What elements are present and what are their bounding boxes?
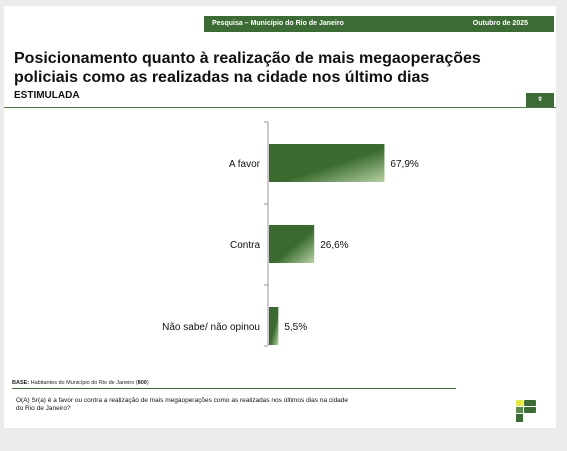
base-text: Habitantes do Município do Rio de Janeir… xyxy=(29,380,138,386)
survey-question: O(A) Sr(a) é a favor ou contra a realiza… xyxy=(16,397,349,412)
base-count: 800 xyxy=(137,380,147,386)
logo-block-mid xyxy=(516,407,523,413)
brand-logo-icon xyxy=(516,400,536,422)
bar xyxy=(269,144,385,182)
value-label: 67,9% xyxy=(390,159,418,170)
bar xyxy=(269,307,279,345)
logo-block-top xyxy=(516,400,523,406)
category-label: A favor xyxy=(229,159,261,170)
footer-divider xyxy=(12,388,456,389)
chart-title: Posicionamento quanto à realização de ma… xyxy=(14,50,481,86)
survey-label: Pesquisa – Município do Rio de Janeiro xyxy=(212,20,344,27)
category-label: Não sabe/ não opinou xyxy=(162,322,260,333)
base-suffix: ) xyxy=(146,380,149,386)
chart-subtitle: ESTIMULADA xyxy=(14,90,80,101)
survey-date: Outubro de 2025 xyxy=(472,20,528,27)
logo-block-top-right xyxy=(524,400,536,406)
header-bar: Pesquisa – Município do Rio de Janeiro O… xyxy=(204,16,554,32)
value-label: 5,5% xyxy=(284,322,307,333)
value-label: 26,6% xyxy=(320,240,348,251)
bar-chart: A favor 67,9% Contra 26,6% Não sabe/ não opi… xyxy=(162,121,419,347)
category-label: Contra xyxy=(230,240,260,251)
bar xyxy=(269,225,315,263)
logo-block-mid-right xyxy=(524,407,536,413)
page-number-badge: 9 xyxy=(526,93,554,107)
base-note: BASE: Habitantes do Município do Rio de … xyxy=(12,380,149,386)
logo-block-bottom xyxy=(516,414,523,422)
title-divider xyxy=(4,107,556,108)
base-label: BASE: xyxy=(12,380,30,386)
slide: Pesquisa – Município do Rio de Janeiro O… xyxy=(4,6,556,428)
